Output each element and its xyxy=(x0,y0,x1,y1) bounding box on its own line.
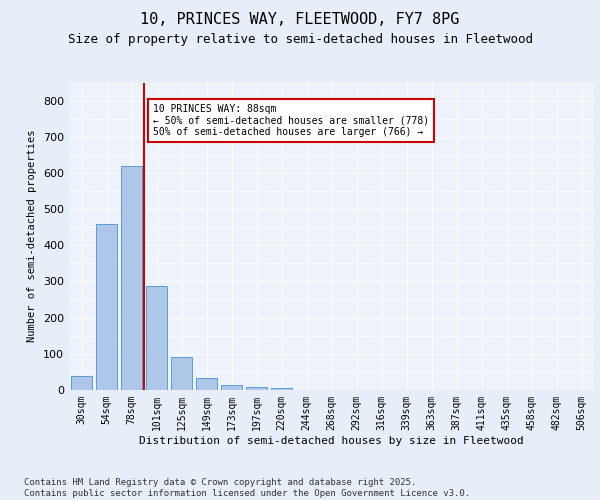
Bar xyxy=(271,388,292,390)
Text: 10 PRINCES WAY: 88sqm
← 50% of semi-detached houses are smaller (778)
50% of sem: 10 PRINCES WAY: 88sqm ← 50% of semi-deta… xyxy=(153,104,429,137)
Bar xyxy=(171,356,192,390)
Bar xyxy=(196,378,217,390)
Bar xyxy=(71,376,92,390)
Bar xyxy=(221,385,242,390)
Bar xyxy=(121,166,142,390)
Text: Size of property relative to semi-detached houses in Fleetwood: Size of property relative to semi-detach… xyxy=(67,32,533,46)
Y-axis label: Number of semi-detached properties: Number of semi-detached properties xyxy=(28,130,37,342)
Bar xyxy=(146,286,167,390)
Bar xyxy=(96,224,117,390)
Text: 10, PRINCES WAY, FLEETWOOD, FY7 8PG: 10, PRINCES WAY, FLEETWOOD, FY7 8PG xyxy=(140,12,460,28)
Text: Contains HM Land Registry data © Crown copyright and database right 2025.
Contai: Contains HM Land Registry data © Crown c… xyxy=(24,478,470,498)
Bar xyxy=(246,387,267,390)
X-axis label: Distribution of semi-detached houses by size in Fleetwood: Distribution of semi-detached houses by … xyxy=(139,436,524,446)
